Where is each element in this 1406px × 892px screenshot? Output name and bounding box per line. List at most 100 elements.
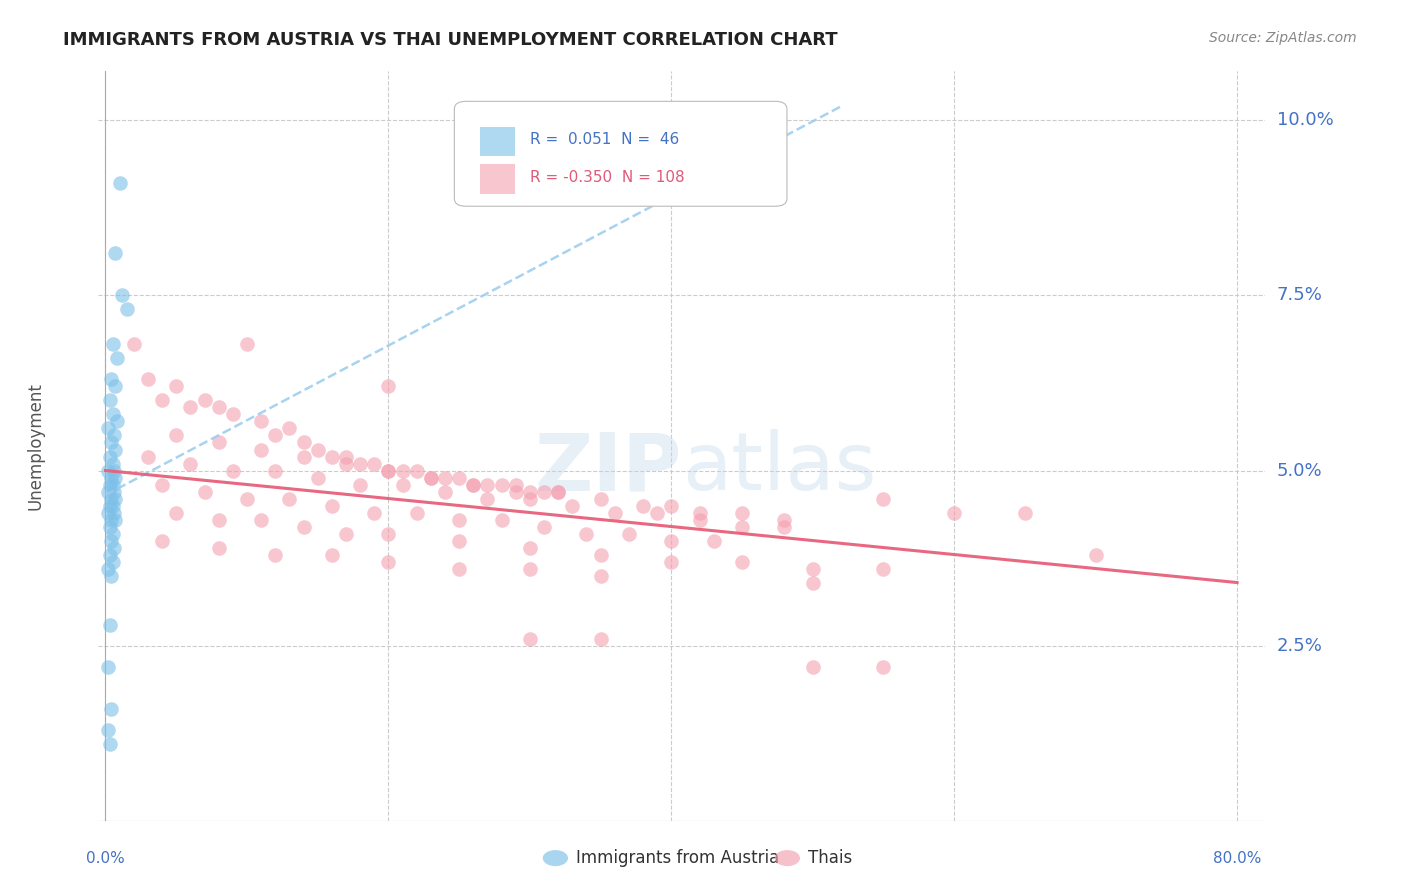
- Point: [98, 548, 121, 562]
- Point: [292, 519, 315, 533]
- Point: [122, 337, 145, 351]
- Text: Source: ZipAtlas.com: Source: ZipAtlas.com: [1209, 31, 1357, 45]
- Point: [278, 421, 301, 435]
- Point: [519, 561, 541, 575]
- Point: [659, 555, 682, 569]
- Point: [689, 512, 711, 526]
- Point: [603, 506, 626, 520]
- Point: [519, 632, 541, 646]
- Point: [193, 393, 215, 408]
- Point: [335, 526, 357, 541]
- Point: [97, 659, 120, 673]
- Point: [292, 450, 315, 464]
- Point: [98, 450, 121, 464]
- Point: [136, 372, 159, 386]
- Text: Unemployment: Unemployment: [27, 382, 45, 510]
- Point: [617, 526, 640, 541]
- Point: [377, 463, 399, 477]
- Point: [111, 288, 134, 302]
- Point: [377, 463, 399, 477]
- Point: [292, 435, 315, 450]
- Point: [105, 415, 128, 429]
- Point: [98, 477, 121, 491]
- Point: [872, 659, 894, 673]
- Point: [477, 477, 499, 491]
- Point: [103, 484, 125, 499]
- Point: [103, 428, 125, 442]
- Point: [377, 526, 399, 541]
- Point: [104, 470, 127, 484]
- Point: [103, 463, 125, 477]
- Point: [589, 568, 612, 582]
- Point: [433, 484, 456, 499]
- Point: [165, 379, 187, 393]
- Point: [250, 415, 273, 429]
- Point: [104, 379, 127, 393]
- Point: [222, 463, 245, 477]
- Point: [104, 512, 127, 526]
- Point: [547, 484, 569, 499]
- Point: [731, 555, 754, 569]
- Point: [165, 506, 187, 520]
- Point: [97, 484, 120, 499]
- Point: [98, 737, 121, 751]
- Text: Thais: Thais: [808, 849, 852, 867]
- Point: [208, 435, 231, 450]
- Point: [589, 491, 612, 506]
- Point: [872, 561, 894, 575]
- Point: [101, 337, 124, 351]
- Point: [463, 477, 485, 491]
- Point: [179, 401, 201, 415]
- Point: [97, 561, 120, 575]
- Point: [801, 659, 824, 673]
- Text: 5.0%: 5.0%: [1277, 461, 1322, 480]
- Point: [449, 533, 471, 548]
- Point: [391, 477, 413, 491]
- Point: [98, 393, 121, 408]
- Point: [801, 575, 824, 590]
- Point: [491, 512, 513, 526]
- FancyBboxPatch shape: [479, 164, 515, 194]
- Point: [222, 408, 245, 422]
- Point: [115, 302, 138, 317]
- Point: [405, 463, 427, 477]
- Point: [1084, 548, 1107, 562]
- Text: R = -0.350  N = 108: R = -0.350 N = 108: [530, 169, 685, 185]
- Point: [208, 401, 231, 415]
- Point: [377, 379, 399, 393]
- FancyBboxPatch shape: [454, 102, 787, 206]
- Point: [519, 491, 541, 506]
- Point: [193, 484, 215, 499]
- Point: [236, 337, 259, 351]
- Point: [659, 533, 682, 548]
- Point: [491, 477, 513, 491]
- Point: [872, 491, 894, 506]
- Point: [250, 512, 273, 526]
- Point: [150, 533, 173, 548]
- Point: [433, 470, 456, 484]
- Text: atlas: atlas: [682, 429, 876, 508]
- Point: [519, 484, 541, 499]
- Point: [589, 632, 612, 646]
- Point: [100, 512, 122, 526]
- Point: [405, 506, 427, 520]
- Point: [101, 457, 124, 471]
- Point: [97, 723, 120, 737]
- Text: R =  0.051  N =  46: R = 0.051 N = 46: [530, 132, 679, 147]
- Text: ZIP: ZIP: [534, 429, 682, 508]
- Point: [335, 457, 357, 471]
- Point: [505, 477, 527, 491]
- Point: [505, 484, 527, 499]
- Point: [101, 408, 124, 422]
- Point: [100, 568, 122, 582]
- Point: [307, 442, 329, 457]
- Point: [236, 491, 259, 506]
- Point: [659, 499, 682, 513]
- Point: [547, 484, 569, 499]
- Point: [250, 442, 273, 457]
- Point: [101, 499, 124, 513]
- Point: [101, 526, 124, 541]
- Point: [449, 470, 471, 484]
- Point: [561, 499, 583, 513]
- Point: [477, 491, 499, 506]
